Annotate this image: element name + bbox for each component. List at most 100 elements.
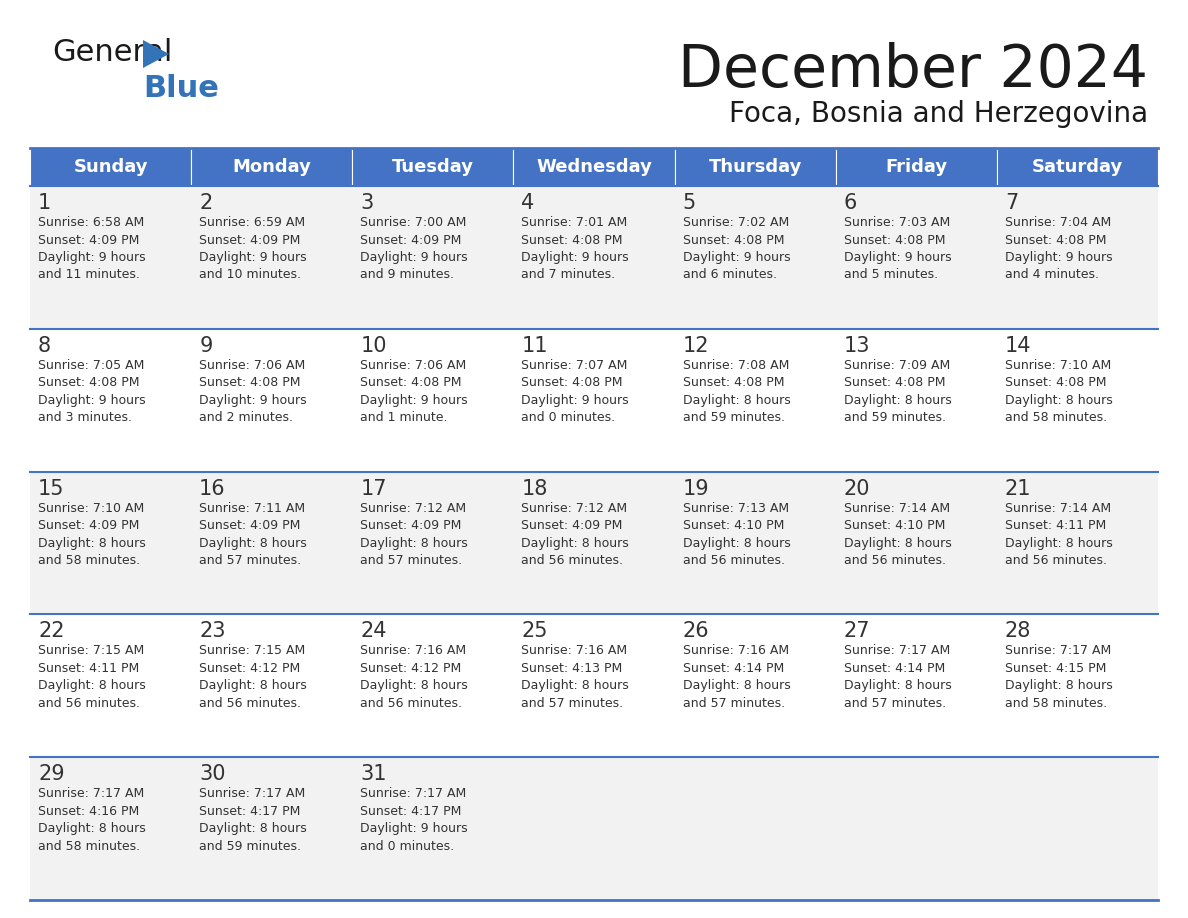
Text: Sunrise: 7:05 AM: Sunrise: 7:05 AM — [38, 359, 145, 372]
Text: 14: 14 — [1005, 336, 1031, 356]
Text: Daylight: 9 hours: Daylight: 9 hours — [843, 251, 952, 264]
Text: Daylight: 8 hours: Daylight: 8 hours — [200, 823, 307, 835]
Text: Sunrise: 7:16 AM: Sunrise: 7:16 AM — [683, 644, 789, 657]
Text: Sunset: 4:11 PM: Sunset: 4:11 PM — [38, 662, 139, 675]
Text: Sunrise: 7:10 AM: Sunrise: 7:10 AM — [1005, 359, 1111, 372]
Text: Friday: Friday — [885, 158, 947, 176]
Text: 22: 22 — [38, 621, 64, 642]
Text: Sunset: 4:09 PM: Sunset: 4:09 PM — [38, 233, 139, 247]
Text: 2: 2 — [200, 193, 213, 213]
Text: Sunset: 4:09 PM: Sunset: 4:09 PM — [200, 519, 301, 532]
Text: Daylight: 9 hours: Daylight: 9 hours — [200, 251, 307, 264]
Text: Sunrise: 7:02 AM: Sunrise: 7:02 AM — [683, 216, 789, 229]
Text: Sunrise: 7:11 AM: Sunrise: 7:11 AM — [200, 501, 305, 515]
Text: Sunrise: 7:00 AM: Sunrise: 7:00 AM — [360, 216, 467, 229]
Text: Sunrise: 7:17 AM: Sunrise: 7:17 AM — [200, 788, 305, 800]
Text: Sunset: 4:08 PM: Sunset: 4:08 PM — [200, 376, 301, 389]
Text: Daylight: 8 hours: Daylight: 8 hours — [683, 679, 790, 692]
Text: Sunset: 4:08 PM: Sunset: 4:08 PM — [1005, 376, 1106, 389]
Text: Daylight: 9 hours: Daylight: 9 hours — [360, 251, 468, 264]
Text: Sunrise: 7:07 AM: Sunrise: 7:07 AM — [522, 359, 627, 372]
Text: Sunset: 4:09 PM: Sunset: 4:09 PM — [200, 233, 301, 247]
Text: Sunset: 4:09 PM: Sunset: 4:09 PM — [522, 519, 623, 532]
Text: and 57 minutes.: and 57 minutes. — [683, 697, 785, 710]
Text: 21: 21 — [1005, 478, 1031, 498]
Text: Sunset: 4:08 PM: Sunset: 4:08 PM — [843, 233, 946, 247]
Text: Sunset: 4:17 PM: Sunset: 4:17 PM — [200, 805, 301, 818]
Text: Monday: Monday — [233, 158, 311, 176]
Text: Sunrise: 7:15 AM: Sunrise: 7:15 AM — [200, 644, 305, 657]
Text: 4: 4 — [522, 193, 535, 213]
Text: Sunset: 4:08 PM: Sunset: 4:08 PM — [360, 376, 462, 389]
Text: Sunset: 4:10 PM: Sunset: 4:10 PM — [843, 519, 946, 532]
Text: Foca, Bosnia and Herzegovina: Foca, Bosnia and Herzegovina — [729, 100, 1148, 128]
Text: Daylight: 9 hours: Daylight: 9 hours — [200, 394, 307, 407]
Text: 23: 23 — [200, 621, 226, 642]
Text: 30: 30 — [200, 764, 226, 784]
Text: Sunrise: 7:04 AM: Sunrise: 7:04 AM — [1005, 216, 1111, 229]
Text: Daylight: 8 hours: Daylight: 8 hours — [1005, 679, 1113, 692]
Text: Sunset: 4:08 PM: Sunset: 4:08 PM — [683, 233, 784, 247]
Bar — [30, 757, 1158, 900]
Text: Daylight: 8 hours: Daylight: 8 hours — [683, 394, 790, 407]
Text: Sunset: 4:17 PM: Sunset: 4:17 PM — [360, 805, 462, 818]
Text: and 6 minutes.: and 6 minutes. — [683, 268, 777, 282]
Text: Sunset: 4:15 PM: Sunset: 4:15 PM — [1005, 662, 1106, 675]
Text: Sunrise: 7:08 AM: Sunrise: 7:08 AM — [683, 359, 789, 372]
Text: Sunset: 4:14 PM: Sunset: 4:14 PM — [683, 662, 784, 675]
Bar — [353, 148, 513, 186]
Bar — [835, 148, 997, 186]
Text: Sunset: 4:09 PM: Sunset: 4:09 PM — [360, 519, 462, 532]
Text: Sunrise: 7:01 AM: Sunrise: 7:01 AM — [522, 216, 627, 229]
Text: and 56 minutes.: and 56 minutes. — [683, 554, 784, 567]
Text: 15: 15 — [38, 478, 64, 498]
Text: and 56 minutes.: and 56 minutes. — [360, 697, 462, 710]
Text: Daylight: 8 hours: Daylight: 8 hours — [843, 537, 952, 550]
Text: and 9 minutes.: and 9 minutes. — [360, 268, 454, 282]
Text: Sunrise: 7:13 AM: Sunrise: 7:13 AM — [683, 501, 789, 515]
Bar — [675, 148, 835, 186]
Bar — [513, 148, 675, 186]
Text: 12: 12 — [683, 336, 709, 356]
Text: Sunrise: 7:14 AM: Sunrise: 7:14 AM — [1005, 501, 1111, 515]
Text: Daylight: 8 hours: Daylight: 8 hours — [200, 537, 307, 550]
Text: Tuesday: Tuesday — [392, 158, 474, 176]
Text: and 58 minutes.: and 58 minutes. — [1005, 411, 1107, 424]
Text: 25: 25 — [522, 621, 548, 642]
Text: and 56 minutes.: and 56 minutes. — [522, 554, 624, 567]
Text: and 0 minutes.: and 0 minutes. — [360, 840, 455, 853]
Text: Sunrise: 7:12 AM: Sunrise: 7:12 AM — [522, 501, 627, 515]
Text: Daylight: 9 hours: Daylight: 9 hours — [360, 823, 468, 835]
Text: Sunrise: 7:14 AM: Sunrise: 7:14 AM — [843, 501, 950, 515]
Text: and 57 minutes.: and 57 minutes. — [360, 554, 462, 567]
Text: and 57 minutes.: and 57 minutes. — [843, 697, 946, 710]
Text: Daylight: 9 hours: Daylight: 9 hours — [683, 251, 790, 264]
Text: 11: 11 — [522, 336, 548, 356]
Text: Sunset: 4:11 PM: Sunset: 4:11 PM — [1005, 519, 1106, 532]
Text: General: General — [52, 38, 172, 67]
Text: Sunset: 4:13 PM: Sunset: 4:13 PM — [522, 662, 623, 675]
Text: 28: 28 — [1005, 621, 1031, 642]
Text: 27: 27 — [843, 621, 871, 642]
Text: Daylight: 8 hours: Daylight: 8 hours — [1005, 537, 1113, 550]
Text: and 59 minutes.: and 59 minutes. — [200, 840, 301, 853]
Text: Sunrise: 7:17 AM: Sunrise: 7:17 AM — [1005, 644, 1111, 657]
Text: Daylight: 9 hours: Daylight: 9 hours — [38, 251, 146, 264]
Text: 26: 26 — [683, 621, 709, 642]
Text: and 58 minutes.: and 58 minutes. — [38, 554, 140, 567]
Text: Sunrise: 7:03 AM: Sunrise: 7:03 AM — [843, 216, 950, 229]
Text: 19: 19 — [683, 478, 709, 498]
Text: Daylight: 8 hours: Daylight: 8 hours — [843, 394, 952, 407]
Text: and 7 minutes.: and 7 minutes. — [522, 268, 615, 282]
Text: Daylight: 8 hours: Daylight: 8 hours — [200, 679, 307, 692]
Text: Daylight: 9 hours: Daylight: 9 hours — [522, 394, 630, 407]
Text: and 4 minutes.: and 4 minutes. — [1005, 268, 1099, 282]
Text: Sunrise: 6:58 AM: Sunrise: 6:58 AM — [38, 216, 144, 229]
Text: 24: 24 — [360, 621, 387, 642]
Text: Daylight: 9 hours: Daylight: 9 hours — [360, 394, 468, 407]
Text: and 11 minutes.: and 11 minutes. — [38, 268, 140, 282]
Text: Sunrise: 7:17 AM: Sunrise: 7:17 AM — [360, 788, 467, 800]
Text: Sunrise: 7:09 AM: Sunrise: 7:09 AM — [843, 359, 950, 372]
Text: Sunrise: 7:17 AM: Sunrise: 7:17 AM — [843, 644, 950, 657]
Text: Sunrise: 7:16 AM: Sunrise: 7:16 AM — [522, 644, 627, 657]
